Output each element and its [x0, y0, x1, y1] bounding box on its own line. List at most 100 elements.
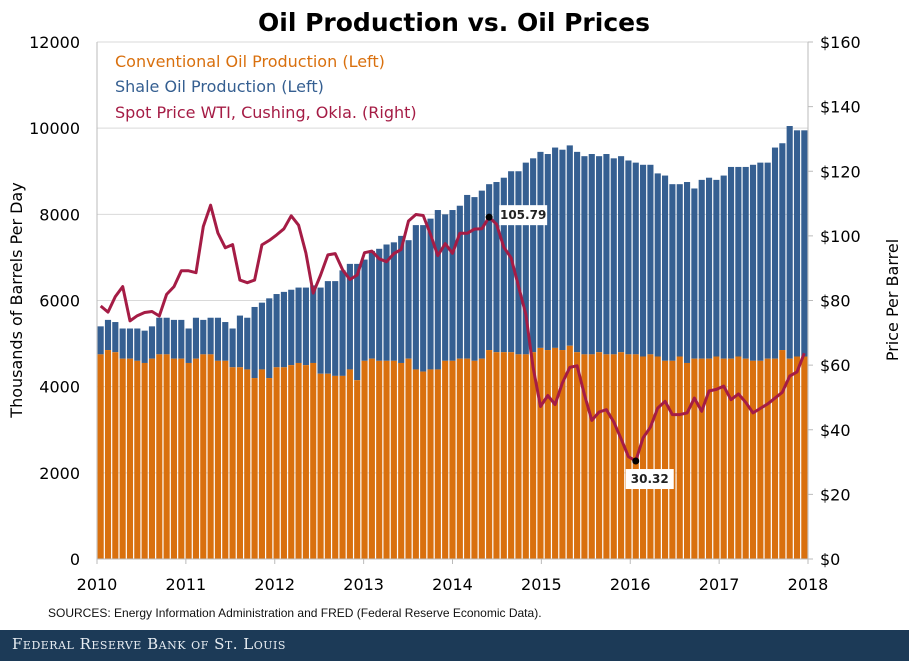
bar-shale — [434, 210, 441, 370]
x-tick-label: 2013 — [343, 575, 384, 594]
bar-shale — [727, 166, 735, 359]
x-tick-label: 2011 — [166, 575, 207, 594]
annotation-point — [485, 213, 493, 221]
y-tick-label-right: $100 — [820, 227, 861, 246]
bar-conventional — [376, 360, 383, 559]
bar-conventional — [676, 356, 683, 559]
bar-conventional — [288, 365, 295, 559]
bar-shale — [588, 154, 595, 355]
bar-shale — [464, 194, 471, 359]
bar-shale — [735, 166, 742, 357]
bar-shale — [779, 143, 786, 351]
bar-conventional — [126, 358, 134, 559]
bar-shale — [456, 205, 463, 359]
y-tick-label-right: $80 — [820, 292, 851, 311]
bar-conventional — [214, 360, 222, 559]
bar-shale — [669, 184, 676, 361]
bar-conventional — [464, 358, 471, 559]
bar-shale — [654, 173, 661, 357]
bar-conventional — [332, 375, 339, 559]
bar-shale — [178, 319, 185, 359]
bar-shale — [530, 158, 537, 353]
bar-conventional — [442, 360, 449, 559]
bar-conventional — [478, 358, 485, 559]
bar-conventional — [727, 358, 735, 559]
y-tick-label-right: $60 — [820, 356, 851, 375]
legend-wti-price: Spot Price WTI, Cushing, Okla. (Right) — [115, 103, 417, 122]
bar-shale — [412, 225, 419, 370]
y-tick-label-right: $120 — [820, 162, 861, 181]
bar-shale — [185, 328, 192, 363]
y-tick-label-right: $0 — [820, 550, 840, 569]
bar-conventional — [552, 347, 559, 559]
y-tick-label-left: 10000 — [29, 119, 80, 138]
bar-conventional — [192, 358, 200, 559]
bar-conventional — [508, 352, 515, 559]
bar-conventional — [148, 358, 156, 559]
bar-conventional — [713, 356, 720, 559]
y-tick-label-left: 6000 — [39, 292, 80, 311]
bar-shale — [383, 244, 390, 361]
bar-shale — [288, 289, 295, 366]
legend-conventional: Conventional Oil Production (Left) — [115, 52, 385, 71]
bar-conventional — [771, 358, 779, 559]
bar-conventional — [222, 360, 229, 559]
bar-shale — [522, 162, 529, 355]
bar-shale — [324, 281, 331, 374]
bar-shale — [581, 156, 588, 355]
bar-shale — [493, 182, 500, 353]
bar-conventional — [669, 360, 676, 559]
y-axis-label-left: Thousands of Barrels Per Day — [7, 182, 26, 418]
bar-shale — [405, 240, 412, 359]
bar-shale — [471, 197, 478, 361]
bar-shale — [361, 259, 368, 361]
bar-shale — [244, 317, 251, 370]
bar-shale — [251, 306, 258, 379]
bar-conventional — [134, 360, 141, 559]
bar-conventional — [793, 356, 801, 559]
bar-conventional — [610, 354, 617, 559]
bar-shale — [771, 147, 779, 359]
bar-shale — [156, 317, 163, 355]
bar-conventional — [764, 358, 771, 559]
bar-shale — [134, 328, 141, 361]
bar-conventional — [698, 358, 705, 559]
bar-shale — [486, 184, 493, 351]
bar-conventional — [412, 369, 419, 559]
bar-conventional — [603, 354, 610, 559]
bar-conventional — [244, 369, 251, 559]
bar-conventional — [280, 367, 287, 559]
bar-shale — [691, 188, 698, 359]
bar-conventional — [273, 367, 280, 559]
bar-shale — [148, 326, 156, 359]
bar-shale — [449, 210, 456, 361]
bar-shale — [332, 281, 339, 376]
bar-shale — [97, 326, 104, 355]
bar-conventional — [185, 362, 192, 559]
annotation-label: 30.32 — [631, 472, 669, 486]
bar-shale — [537, 151, 544, 348]
bar-conventional — [691, 358, 698, 559]
y-tick-label-right: $20 — [820, 485, 851, 504]
bar-shale — [610, 158, 617, 355]
bar-shale — [574, 151, 581, 353]
bar-conventional — [471, 360, 478, 559]
bar-shale — [427, 218, 434, 370]
bar-conventional — [405, 358, 412, 559]
bar-conventional — [354, 380, 361, 559]
bar-conventional — [683, 362, 691, 559]
bar-conventional — [749, 360, 757, 559]
bar-shale — [596, 156, 603, 353]
bar-conventional — [383, 360, 390, 559]
bar-conventional — [456, 358, 463, 559]
bar-conventional — [449, 360, 456, 559]
bar-shale — [112, 322, 119, 353]
bar-shale — [640, 164, 647, 357]
bar-shale — [170, 319, 178, 359]
bar-conventional — [119, 358, 126, 559]
bar-conventional — [530, 352, 537, 559]
bar-conventional — [801, 356, 808, 559]
y-tick-label-left: 2000 — [39, 464, 80, 483]
bar-conventional — [522, 354, 529, 559]
